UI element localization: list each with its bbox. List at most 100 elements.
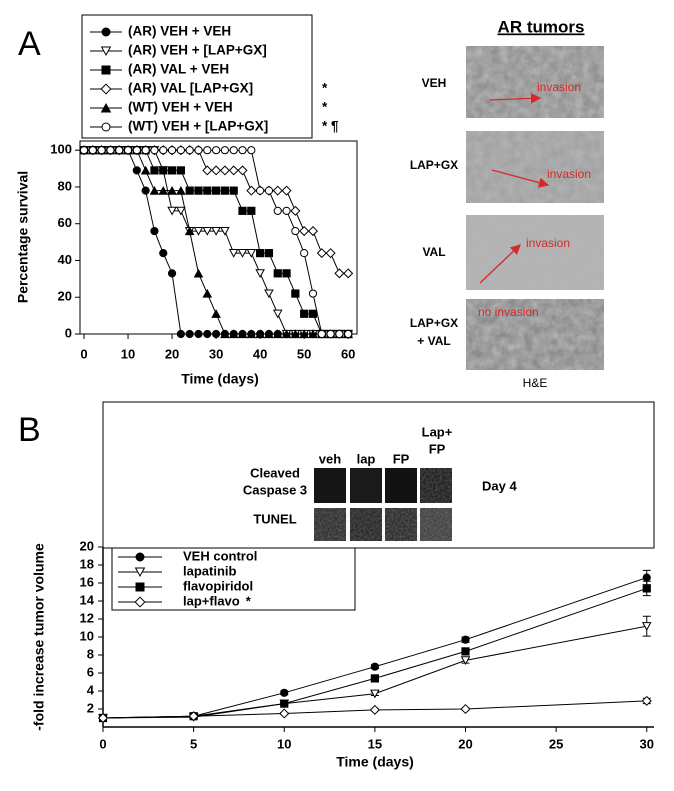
- tumor-texture: [466, 46, 604, 118]
- marker: [256, 249, 265, 258]
- marker: [264, 329, 274, 339]
- marker: [202, 165, 213, 176]
- marker: [106, 146, 115, 155]
- marker: [229, 146, 238, 155]
- marker: [202, 226, 213, 236]
- marker: [193, 268, 204, 278]
- y-tick-label: 60: [58, 215, 72, 230]
- x-axis-title: Time (days): [336, 754, 414, 770]
- marker: [264, 289, 274, 299]
- legend-frame: [81, 14, 313, 139]
- marker: [141, 186, 150, 195]
- legend-label: (WT) VEH + [LAP+GX]: [128, 119, 268, 134]
- marker: [123, 146, 133, 155]
- marker: [290, 205, 301, 216]
- legend-label: (AR) VEH + VEH: [128, 24, 231, 39]
- y-tick-label: 16: [80, 574, 94, 589]
- marker: [194, 186, 203, 195]
- marker: [211, 186, 221, 195]
- blot: [314, 468, 346, 503]
- marker: [150, 146, 159, 155]
- marker: [141, 146, 150, 155]
- legend-marker: [134, 596, 146, 608]
- marker: [167, 206, 177, 216]
- marker: [149, 185, 160, 195]
- marker: [211, 146, 221, 155]
- marker: [238, 206, 247, 215]
- arrow: [489, 93, 542, 104]
- marker: [158, 185, 169, 195]
- marker: [211, 329, 221, 339]
- marker: [308, 289, 318, 298]
- marker: [220, 226, 230, 236]
- marker: [167, 166, 177, 175]
- marker: [325, 248, 336, 259]
- marker: [211, 226, 221, 236]
- marker: [281, 329, 292, 339]
- y-tick-label: 8: [87, 646, 94, 661]
- marker: [282, 269, 291, 278]
- marker: [299, 329, 309, 339]
- marker: [150, 166, 159, 175]
- x-tick-label: 5: [190, 736, 197, 751]
- legend-marker: [100, 46, 112, 57]
- marker: [167, 269, 177, 278]
- marker: [272, 329, 283, 339]
- marker: [247, 146, 256, 155]
- tumors-title: AR tumors: [498, 17, 585, 36]
- marker: [308, 309, 318, 318]
- tumor-texture: [466, 215, 604, 290]
- marker: [334, 268, 345, 279]
- marker: [246, 329, 257, 339]
- marker: [194, 329, 203, 339]
- x-tick-label: 0: [99, 736, 106, 751]
- legend-frame: [111, 547, 356, 611]
- column-label: veh: [319, 451, 341, 466]
- legend-label: flavopiridol: [183, 578, 253, 593]
- y-tick-label: 80: [58, 178, 72, 193]
- marker: [316, 248, 327, 259]
- marker: [300, 309, 309, 318]
- marker: [140, 165, 151, 175]
- series-line: [84, 149, 349, 335]
- legend-marker: [101, 65, 111, 75]
- marker: [220, 146, 230, 155]
- x-tick-label: 50: [297, 346, 311, 361]
- legend-marker: [101, 27, 111, 37]
- marker: [159, 146, 168, 155]
- y-tick-label: 0: [65, 325, 72, 340]
- y-tick-label: 18: [80, 556, 94, 571]
- marker: [273, 206, 282, 215]
- marker: [185, 329, 194, 339]
- legend-label: (AR) VAL [LAP+GX]: [128, 81, 253, 96]
- legend-label: (AR) VAL + VEH: [128, 62, 229, 77]
- legend-marker: [101, 122, 111, 132]
- marker: [255, 269, 265, 278]
- marker: [220, 329, 230, 339]
- row-label: Caspase 3: [243, 482, 307, 497]
- marker: [370, 689, 380, 699]
- marker: [79, 146, 89, 155]
- series-line: [102, 625, 647, 719]
- marker: [238, 146, 247, 155]
- marker: [299, 226, 310, 237]
- marker: [97, 712, 109, 724]
- marker: [280, 699, 289, 708]
- x-axis-title: Time (days): [181, 371, 259, 387]
- legend-label: lap+flavo: [183, 593, 240, 608]
- marker: [264, 249, 274, 258]
- tumor-label: + VAL: [417, 334, 450, 348]
- y-tick-label: 20: [80, 538, 94, 553]
- y-tick-label: 40: [58, 252, 72, 267]
- blot-texture: [420, 468, 452, 503]
- marker: [291, 289, 300, 298]
- x-tick-label: 20: [458, 736, 472, 751]
- marker: [176, 206, 186, 216]
- marker: [193, 226, 204, 236]
- legend-label: (AR) VEH + [LAP+GX]: [128, 43, 267, 58]
- marker: [176, 146, 185, 155]
- series-line: [84, 149, 349, 335]
- marker: [220, 186, 230, 195]
- x-tick-label: 0: [80, 346, 87, 361]
